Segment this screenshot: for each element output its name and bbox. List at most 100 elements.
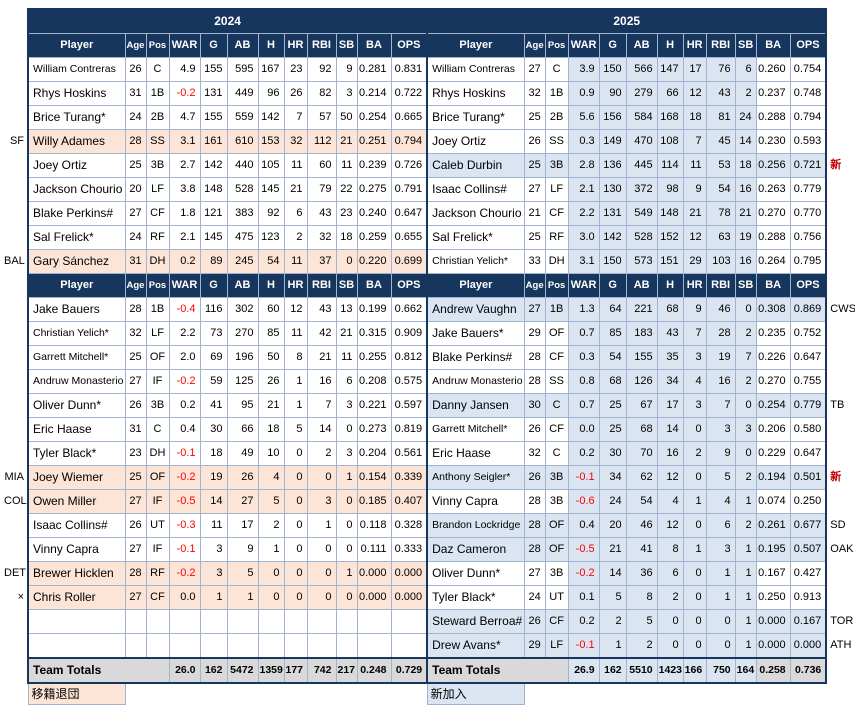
right-col-header-rbi: RBI — [705, 33, 736, 58]
left-stat-hr — [283, 609, 308, 634]
right-player-name: Joey Ortiz — [426, 129, 525, 154]
left-stat-hr: 0 — [283, 441, 308, 466]
right-stat-pos: 3B — [544, 489, 569, 514]
right-stat-ba: 0.254 — [755, 393, 791, 418]
right-margin-tag — [826, 225, 856, 250]
left-stat-war — [168, 633, 201, 659]
right-col-header-ab: AB — [625, 273, 658, 298]
left-stat-ba: 0.221 — [356, 393, 392, 418]
left-stat-rbi: 37 — [306, 249, 337, 274]
left-stat-age — [124, 633, 147, 659]
left-stat-h: 2 — [257, 513, 285, 538]
right-col-header-age: Age — [523, 273, 546, 298]
left-stat-sb: 50 — [335, 105, 358, 130]
left-stat-g — [199, 609, 228, 634]
left-col-header-g: G — [199, 33, 228, 58]
left-stat-war: 1.8 — [168, 201, 201, 226]
left-col-header-ab: AB — [226, 33, 259, 58]
right-player-name: Rhys Hoskins — [426, 81, 525, 106]
right-stat-war: -0.1 — [567, 633, 600, 659]
right-col-header-war: WAR — [567, 273, 600, 298]
left-stat-age: 27 — [124, 585, 147, 610]
left-stat-ops: 0.575 — [390, 369, 428, 394]
left-stat-ba: 0.315 — [356, 321, 392, 346]
left-stat-sb: 0 — [335, 489, 358, 514]
left-stat-ba: 0.239 — [356, 153, 392, 178]
left-player-name: Willy Adames — [27, 129, 126, 154]
legend-new: 新加入 — [426, 682, 525, 705]
right-margin-tag — [826, 249, 856, 274]
right-stat-rbi: 81 — [705, 105, 736, 130]
right-player-name: Eric Haase — [426, 441, 525, 466]
right-stat-war: 0.8 — [567, 369, 600, 394]
right-stat-age: 29 — [523, 633, 546, 659]
right-stat-pos: C — [544, 57, 569, 82]
left-col-header-pos: Pos — [145, 33, 170, 58]
right-stat-rbi: 6 — [705, 513, 736, 538]
right-stat-ops: 0.779 — [789, 393, 828, 418]
left-stat-pos: RF — [145, 561, 170, 586]
right-stat-pos: CF — [544, 417, 569, 442]
left-stat-hr: 11 — [283, 321, 308, 346]
left-player-name: Joey Wiemer — [27, 465, 126, 490]
right-stat-ab: 528 — [625, 225, 658, 250]
right-stat-war: 0.2 — [567, 441, 600, 466]
right-stat-ops: 0.501 — [789, 465, 828, 490]
right-stat-h: 12 — [656, 513, 684, 538]
left-stat-h: 54 — [257, 249, 285, 274]
left-stat-rbi: 7 — [306, 393, 337, 418]
left-stat-war: 3.8 — [168, 177, 201, 202]
right-stat-ab: 126 — [625, 369, 658, 394]
right-stat-h: 0 — [656, 609, 684, 634]
right-col-header-hr: HR — [682, 33, 707, 58]
left-stat-ab: 270 — [226, 321, 259, 346]
left-stat-age: 27 — [124, 201, 147, 226]
left-stat-sb: 6 — [335, 369, 358, 394]
right-stat-sb: 16 — [734, 249, 757, 274]
left-stat-h — [257, 633, 285, 659]
left-stat-age: 28 — [124, 561, 147, 586]
right-stat-ab: 8 — [625, 585, 658, 610]
right-stat-ops: 0.752 — [789, 321, 828, 346]
right-stat-ba: 0.229 — [755, 441, 791, 466]
right-stat-sb: 19 — [734, 225, 757, 250]
left-stat-age: 31 — [124, 81, 147, 106]
left-stat-ab: 302 — [226, 297, 259, 322]
right-total-war: 26.9 — [567, 657, 600, 684]
left-stat-ab: 17 — [226, 513, 259, 538]
right-col-header-war: WAR — [567, 33, 600, 58]
right-col-header-ops: OPS — [789, 33, 828, 58]
right-stat-ba: 0.270 — [755, 369, 791, 394]
right-col-header-hr: HR — [682, 273, 707, 298]
right-stat-ops: 0.770 — [789, 201, 828, 226]
left-stat-war: 0.4 — [168, 417, 201, 442]
right-col-header-ops: OPS — [789, 273, 828, 298]
left-stat-hr: 11 — [283, 153, 308, 178]
left-stat-sb: 0 — [335, 537, 358, 562]
right-stat-g: 5 — [598, 585, 627, 610]
left-stat-sb: 11 — [335, 153, 358, 178]
right-stat-ba: 0.230 — [755, 129, 791, 154]
right-col-header-ba: BA — [755, 33, 791, 58]
right-stat-h: 6 — [656, 561, 684, 586]
left-margin-tag — [0, 225, 28, 250]
left-stat-ab — [226, 633, 259, 659]
right-col-header-player: Player — [426, 273, 525, 298]
left-stat-rbi — [306, 633, 337, 659]
left-col-header-sb: SB — [335, 33, 358, 58]
right-stat-ab: 549 — [625, 201, 658, 226]
right-stat-ab: 54 — [625, 489, 658, 514]
bench-row: Steward Berroa# 26 CF 0.2 2 5 0 0 0 1 0.000 0.167 TO… — [0, 609, 856, 634]
right-stat-g: 14 — [598, 561, 627, 586]
right-stat-war: -0.6 — [567, 489, 600, 514]
left-stat-ab: 383 — [226, 201, 259, 226]
left-stat-hr: 26 — [283, 81, 308, 106]
right-stat-hr: 7 — [682, 321, 707, 346]
right-stat-rbi: 45 — [705, 129, 736, 154]
left-stat-h — [257, 609, 285, 634]
left-player-name: Blake Perkins# — [27, 201, 126, 226]
right-stat-rbi: 4 — [705, 489, 736, 514]
left-stat-war: 2.0 — [168, 345, 201, 370]
right-stat-ab: 2 — [625, 633, 658, 659]
left-col-header-sb: SB — [335, 273, 358, 298]
